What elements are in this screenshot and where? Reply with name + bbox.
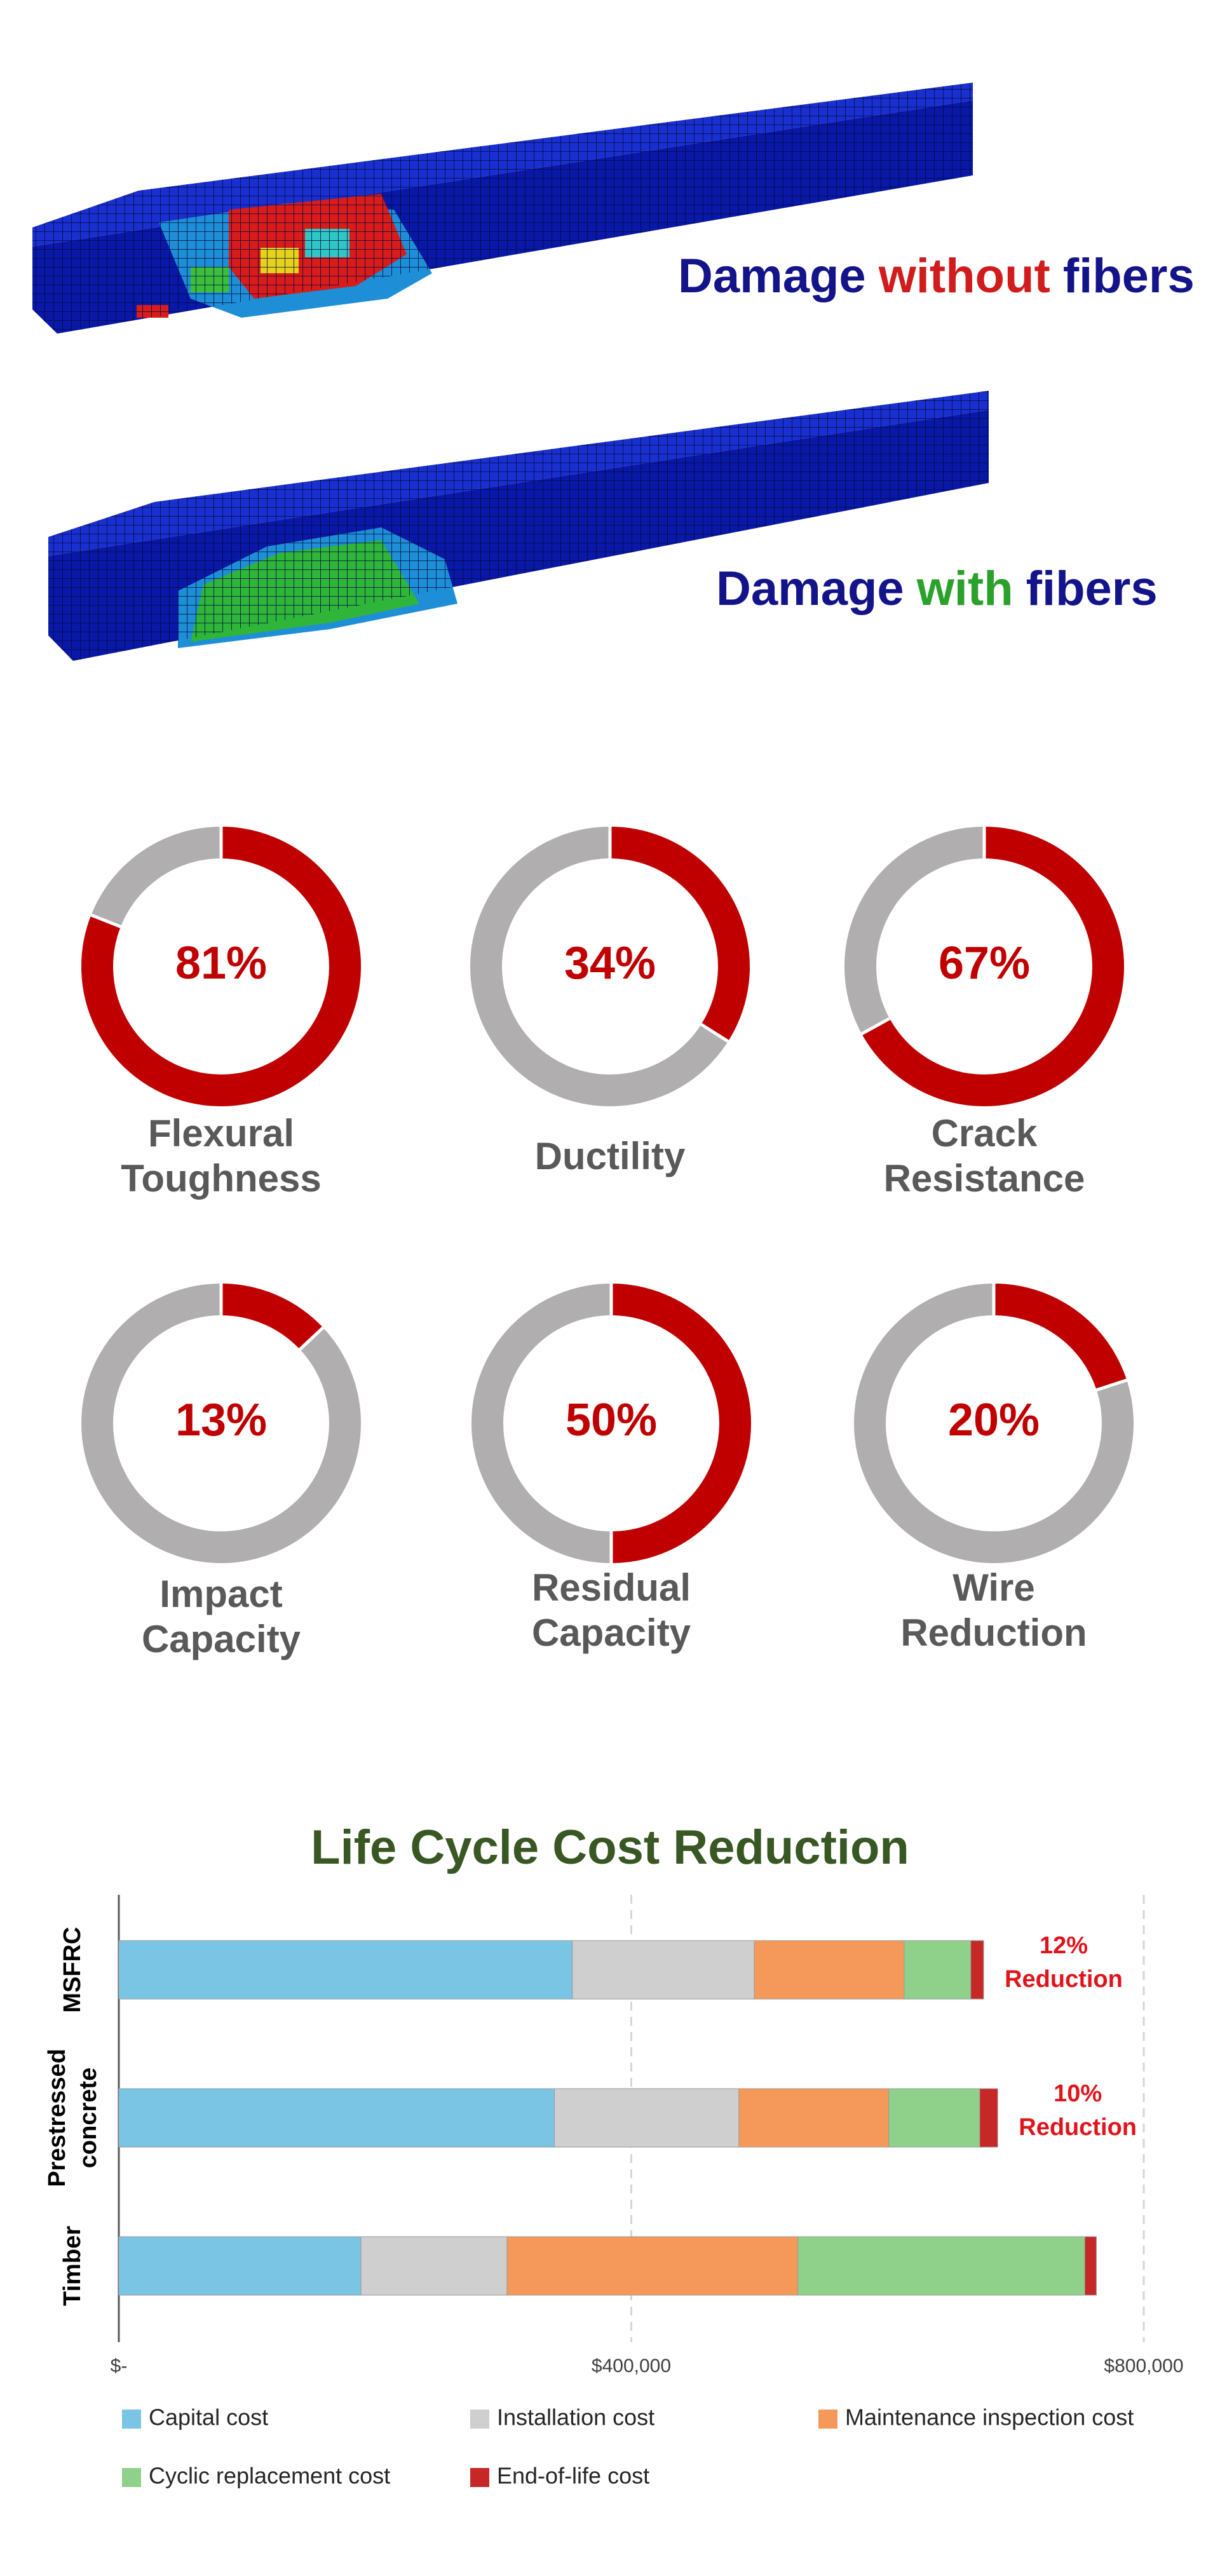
caption: Damage without fibers [678, 249, 1195, 303]
bar-segment [904, 1940, 972, 2000]
beam-with-fibers [48, 391, 989, 661]
donut-separator [90, 913, 121, 928]
y-tick-label: Prestressed concrete [43, 2049, 102, 2187]
donut-arc [993, 1284, 1127, 1390]
donut-value-label: 20% [948, 1395, 1040, 1446]
caption-word: Damage [716, 562, 904, 616]
bar-segment [118, 2236, 362, 2296]
bar-segment [738, 2088, 890, 2148]
bar-segment [118, 1940, 573, 2000]
legend-label: Maintenance inspection cost [845, 2404, 1134, 2430]
x-tick-label: $- [111, 2356, 128, 2376]
x-tick-label: $800,000 [1104, 2356, 1183, 2376]
bar-segment [118, 2088, 555, 2148]
bar-segment [554, 2088, 740, 2148]
annotation-line: 10% [1054, 2080, 1102, 2107]
caption: Damage with fibers [716, 562, 1158, 616]
donut-separator [700, 1022, 729, 1043]
donut-separator [299, 1326, 325, 1351]
donut-arc [862, 827, 1124, 1106]
donut-title: Flexural Toughness [121, 1112, 322, 1200]
x-tick-label: $400,000 [592, 2356, 671, 2376]
donut-title: Crack Resistance [883, 1112, 1085, 1200]
y-tick-label: MSFRC [59, 1927, 86, 2013]
legend-swatch [470, 2468, 489, 2487]
beam-without-fibers [32, 83, 973, 334]
donut-title: Ductility [534, 1134, 686, 1177]
annotation-line: Reduction [1005, 1966, 1123, 1993]
y-tick-label: Timber [59, 2226, 86, 2307]
donut-title: Residual Capacity [531, 1566, 691, 1654]
donut-value-label: 50% [566, 1395, 657, 1446]
annotation-line: 12% [1040, 1932, 1088, 1959]
donut-arc [220, 1284, 323, 1350]
bar-segment [970, 1940, 984, 2000]
legend-swatch [470, 2410, 489, 2429]
donut-value-label: 13% [175, 1395, 267, 1446]
bar-segment [797, 2236, 1085, 2296]
legend-label: Installation cost [497, 2404, 654, 2430]
donut-separator [861, 1017, 891, 1036]
annotation-line: Reduction [1019, 2114, 1137, 2141]
legend-label: Capital cost [149, 2404, 268, 2430]
donut-value-label: 67% [939, 938, 1030, 989]
caption-word: with [916, 562, 1013, 616]
bar-segment [360, 2236, 508, 2296]
legend-label: Cyclic replacement cost [149, 2463, 390, 2489]
donut-title: Wire Reduction [900, 1566, 1087, 1654]
legend-swatch [122, 2468, 141, 2487]
bar-segment [572, 1940, 755, 2000]
legend-label: End-of-life cost [497, 2463, 649, 2489]
caption-word: without [878, 249, 1050, 303]
chart-title: Life Cycle Cost Reduction [311, 1820, 909, 1874]
annotation: 12% Reduction [1005, 1932, 1123, 1993]
legend-swatch [818, 2410, 837, 2429]
annotation: 10% Reduction [1019, 2080, 1137, 2141]
donut-arc [81, 827, 361, 1106]
caption-word: fibers [1063, 249, 1195, 303]
caption-word: fibers [1026, 562, 1158, 616]
bar-segment [979, 2088, 998, 2148]
donut-separator [1095, 1378, 1128, 1392]
bar-segment [506, 2236, 799, 2296]
bar-segment [888, 2088, 980, 2148]
donut-arc [609, 827, 750, 1041]
donut-arc [611, 1284, 751, 1563]
donut-value-label: 34% [564, 938, 656, 989]
caption-word: Damage [678, 249, 866, 303]
bar-segment [1084, 2236, 1097, 2296]
donut-title: Impact Capacity [141, 1573, 301, 1660]
legend-swatch [122, 2410, 141, 2429]
donut-value-label: 81% [175, 938, 267, 989]
bar-segment [754, 1940, 905, 2000]
